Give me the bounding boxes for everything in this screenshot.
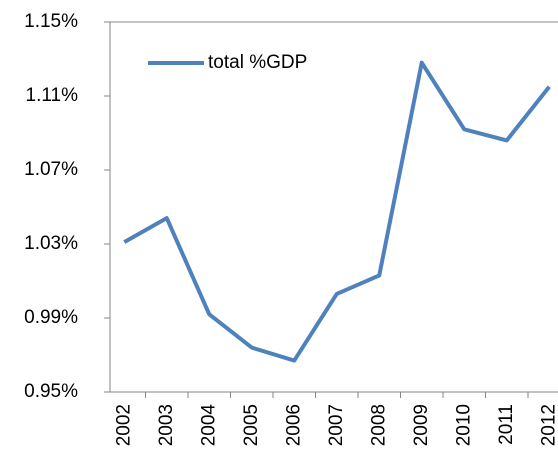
x-tick-label: 2011: [496, 404, 517, 445]
y-tick-label: 1.07%: [24, 159, 78, 180]
y-tick-label: 1.03%: [24, 233, 78, 254]
y-tick-label: 0.95%: [24, 381, 78, 402]
y-tick-label: 0.99%: [24, 307, 78, 328]
x-tick-label: 2008: [368, 404, 389, 446]
x-tick-label: 2006: [283, 404, 304, 446]
x-tick-label: 2004: [198, 404, 219, 447]
x-tick-label: 2010: [453, 404, 474, 446]
x-tick-label: 2007: [326, 404, 347, 446]
y-tick-label: 1.15%: [24, 11, 78, 32]
y-tick-label: 1.11%: [26, 85, 79, 106]
x-tick-label: 2002: [113, 404, 134, 446]
legend-label: total %GDP: [208, 52, 307, 73]
x-tick-label: 2012: [538, 404, 558, 446]
x-tick-label: 2003: [156, 404, 177, 446]
x-tick-label: 2005: [241, 404, 262, 446]
x-tick-label: 2009: [411, 404, 432, 446]
series-line: [123, 60, 551, 363]
